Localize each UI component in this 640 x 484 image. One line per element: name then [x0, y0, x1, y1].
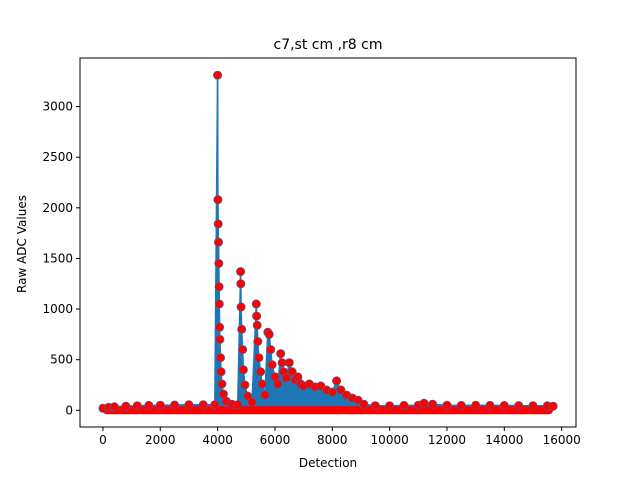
data-point — [215, 334, 225, 344]
data-point — [252, 320, 262, 330]
data-point — [260, 390, 270, 400]
data-point — [428, 399, 438, 409]
axes-frame — [79, 57, 577, 428]
data-point — [238, 365, 248, 375]
data-point — [499, 400, 509, 410]
data-point — [419, 398, 429, 408]
data-point — [237, 324, 247, 334]
x-tick-label: 0 — [99, 433, 107, 447]
y-tick-label: 2000 — [42, 201, 73, 215]
y-tick-label: 1000 — [42, 302, 73, 316]
x-axis-label: Detection — [299, 456, 357, 470]
plot-area — [98, 70, 558, 415]
data-point — [528, 401, 538, 411]
data-point — [121, 401, 131, 411]
data-point — [155, 400, 165, 410]
data-point — [144, 400, 154, 410]
data-point — [236, 267, 246, 277]
data-point — [217, 379, 227, 389]
data-point — [109, 402, 119, 412]
x-tick-label: 2000 — [145, 433, 176, 447]
x-tick-label: 14000 — [485, 433, 523, 447]
x-tick-label: 12000 — [428, 433, 466, 447]
data-point — [236, 302, 246, 312]
y-tick-label: 1500 — [42, 251, 73, 265]
data-point — [399, 400, 409, 410]
y-tick-label: 500 — [50, 353, 73, 367]
y-tick-label: 3000 — [42, 100, 73, 114]
data-point — [332, 376, 342, 386]
data-point — [284, 358, 294, 368]
data-point — [442, 400, 452, 410]
data-point — [198, 400, 208, 410]
y-tick-label: 0 — [65, 403, 73, 417]
data-point — [548, 401, 558, 411]
axes: 0 2000 4000 6000 8000 10000 12000 14000 16000 0 50… — [42, 57, 581, 447]
data-point — [456, 400, 466, 410]
data-point — [256, 367, 266, 377]
data-point — [252, 311, 262, 321]
data-point — [214, 258, 224, 268]
data-point — [213, 195, 223, 205]
data-point — [215, 322, 225, 332]
data-point — [216, 353, 226, 363]
data-point — [214, 299, 224, 309]
data-point — [370, 401, 380, 411]
data-point — [251, 299, 261, 309]
data-point — [267, 360, 277, 370]
chart-title: c7,st cm ,r8 cm — [274, 37, 383, 53]
data-point — [327, 387, 337, 397]
x-tick-label: 8000 — [317, 433, 348, 447]
data-point — [243, 391, 253, 401]
baseline-marker-band — [102, 406, 554, 415]
data-point — [240, 380, 250, 390]
data-point — [359, 399, 369, 409]
data-point — [273, 379, 283, 389]
data-point — [257, 379, 267, 389]
data-point — [184, 400, 194, 410]
y-tick-label: 2500 — [42, 150, 73, 164]
data-point — [253, 336, 263, 346]
data-point — [132, 401, 142, 411]
x-tick-label: 16000 — [543, 433, 581, 447]
data-point — [213, 70, 223, 80]
data-point — [170, 400, 180, 410]
data-point — [238, 345, 248, 355]
data-point — [276, 349, 286, 359]
data-point — [214, 237, 224, 247]
data-point — [471, 400, 481, 410]
x-tick-label: 4000 — [202, 433, 233, 447]
data-point — [485, 400, 495, 410]
data-point — [287, 367, 297, 377]
data-point — [514, 401, 524, 411]
data-point — [266, 345, 276, 355]
data-point — [210, 400, 220, 410]
y-axis-label: Raw ADC Values — [15, 195, 29, 293]
data-point — [264, 329, 274, 339]
x-tick-label: 10000 — [371, 433, 409, 447]
data-point — [213, 219, 223, 229]
data-point — [385, 401, 395, 411]
data-point — [214, 282, 224, 292]
data-point — [336, 385, 346, 395]
data-point — [233, 400, 243, 410]
x-tick-label: 6000 — [260, 433, 291, 447]
data-point — [281, 373, 291, 383]
data-point — [236, 279, 246, 289]
data-point — [254, 353, 264, 363]
data-point — [216, 367, 226, 377]
series-0 — [98, 70, 558, 415]
data-point — [247, 397, 257, 407]
